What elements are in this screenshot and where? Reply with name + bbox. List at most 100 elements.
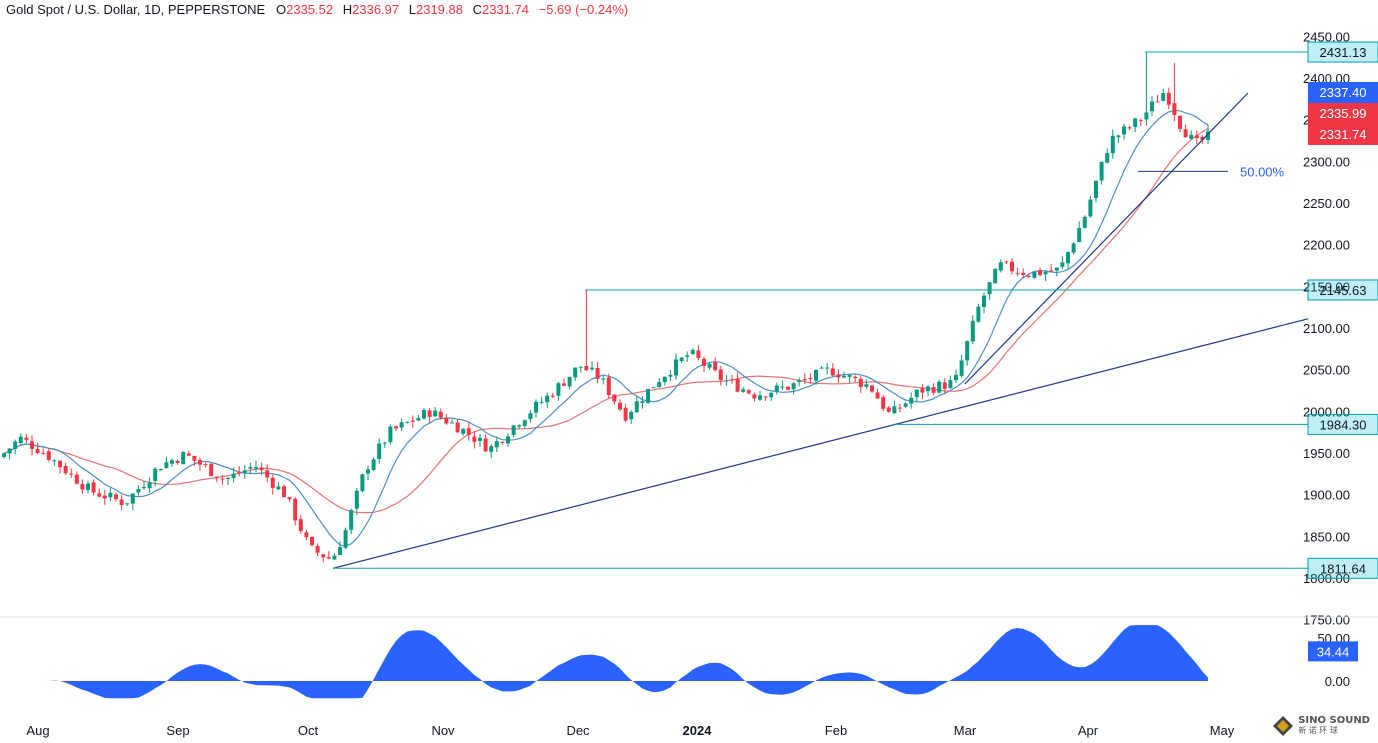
candle-body bbox=[993, 268, 998, 284]
candle-body bbox=[746, 390, 751, 394]
candle-body bbox=[668, 374, 673, 377]
candle-body bbox=[494, 441, 499, 448]
candle-body bbox=[237, 472, 242, 474]
candle-body bbox=[926, 386, 930, 392]
candle-body bbox=[455, 422, 460, 433]
candle-body bbox=[987, 282, 992, 295]
time-axis-tick: Aug bbox=[26, 723, 49, 738]
candle-body bbox=[153, 468, 158, 481]
price-pane: 50.00% bbox=[2, 51, 1309, 569]
candle-body bbox=[601, 378, 606, 380]
candle-body bbox=[209, 463, 214, 476]
candle-body bbox=[758, 395, 762, 400]
candle-body bbox=[1200, 136, 1205, 140]
candle-body bbox=[774, 385, 779, 392]
close-value: 2331.74 bbox=[482, 2, 529, 17]
candle-body bbox=[298, 519, 303, 532]
candle-body bbox=[338, 547, 342, 555]
candle-body bbox=[46, 451, 51, 461]
candle-body bbox=[1166, 92, 1171, 105]
candle-body bbox=[657, 382, 662, 388]
candle-body bbox=[1060, 262, 1065, 267]
candle-body bbox=[18, 436, 23, 443]
candle-body bbox=[136, 489, 141, 493]
candle-body bbox=[679, 357, 684, 362]
candle-body bbox=[763, 396, 768, 398]
price-axis-tick: 1750.00 bbox=[1303, 613, 1350, 628]
candle-body bbox=[394, 426, 398, 429]
candle-body bbox=[534, 401, 538, 413]
candle-body bbox=[1206, 131, 1210, 141]
high-label: H bbox=[342, 2, 353, 17]
candle-body bbox=[528, 413, 533, 420]
candle-body bbox=[242, 470, 247, 473]
candle-body bbox=[30, 441, 34, 449]
candle-body bbox=[1150, 101, 1154, 112]
candle-body bbox=[1004, 261, 1009, 263]
price-line-tag-border bbox=[1307, 557, 1378, 579]
candle-body bbox=[478, 437, 482, 442]
candle-body bbox=[556, 383, 561, 396]
candle-body bbox=[1178, 115, 1182, 129]
candle-body bbox=[433, 410, 438, 417]
candle-body bbox=[920, 388, 925, 393]
candle-body bbox=[175, 460, 180, 463]
candle-body bbox=[293, 498, 298, 521]
candle-body bbox=[875, 392, 880, 399]
logo-icon bbox=[1273, 716, 1294, 736]
candle-body bbox=[248, 467, 253, 469]
price-line-tag-bg bbox=[1308, 414, 1378, 435]
axes: 2450.002400.002350.002300.002250.002200.… bbox=[0, 29, 1378, 738]
candle-body bbox=[802, 379, 807, 381]
change-value: −5.69 (−0.24%) bbox=[538, 2, 629, 17]
candle-body bbox=[825, 367, 830, 369]
candle-body bbox=[450, 422, 454, 424]
candle-body bbox=[713, 362, 718, 371]
sma-fast-line bbox=[3, 109, 1209, 547]
candle-body bbox=[422, 409, 426, 419]
candle-body bbox=[842, 375, 846, 378]
candle-body bbox=[898, 407, 902, 409]
time-axis-tick: 2024 bbox=[683, 723, 713, 738]
candle-body bbox=[780, 386, 785, 388]
candle-body bbox=[220, 478, 225, 480]
candle-body bbox=[147, 482, 152, 489]
candle-body bbox=[119, 499, 124, 506]
candle-body bbox=[69, 473, 74, 475]
candle-body bbox=[97, 493, 102, 497]
candle-body bbox=[181, 452, 186, 465]
candle-body bbox=[343, 529, 348, 548]
oscillator-value-tag-label: 34.44 bbox=[1317, 644, 1350, 659]
candle-body bbox=[976, 306, 981, 322]
price-axis-tick: 2050.00 bbox=[1303, 363, 1350, 378]
candle-body bbox=[483, 438, 488, 452]
candle-body bbox=[1071, 243, 1076, 253]
candle-body bbox=[847, 375, 852, 377]
candle-body bbox=[511, 425, 516, 436]
candle-body bbox=[1015, 272, 1020, 274]
price-line-tag-label: 1984.30 bbox=[1320, 417, 1367, 432]
candle-body bbox=[937, 381, 942, 393]
price-tag-label: 2335.99 bbox=[1320, 106, 1367, 121]
time-axis-tick: Sep bbox=[166, 723, 189, 738]
sino-sound-logo: SINO SOUND 新 诺 环 球 bbox=[1272, 715, 1370, 737]
candle-body bbox=[651, 387, 656, 389]
candle-body bbox=[942, 382, 947, 389]
open-label: O bbox=[275, 2, 287, 17]
oscillator-axis-tick: 0.00 bbox=[1325, 674, 1350, 689]
candle-body bbox=[797, 380, 802, 382]
candle-body bbox=[1183, 129, 1188, 138]
price-axis-tick: 2150.00 bbox=[1303, 279, 1350, 294]
candle-body bbox=[231, 473, 236, 478]
candle-body bbox=[791, 383, 796, 390]
candle-body bbox=[259, 467, 264, 471]
candle-body bbox=[366, 469, 370, 474]
candle-body bbox=[690, 349, 695, 354]
candle-body bbox=[472, 436, 477, 442]
price-tag-label: 2331.74 bbox=[1320, 127, 1367, 142]
candle-body bbox=[416, 417, 421, 421]
logo-text-cn: 新 诺 环 球 bbox=[1298, 726, 1338, 735]
candle-body bbox=[629, 411, 634, 420]
candle-body bbox=[735, 378, 740, 392]
